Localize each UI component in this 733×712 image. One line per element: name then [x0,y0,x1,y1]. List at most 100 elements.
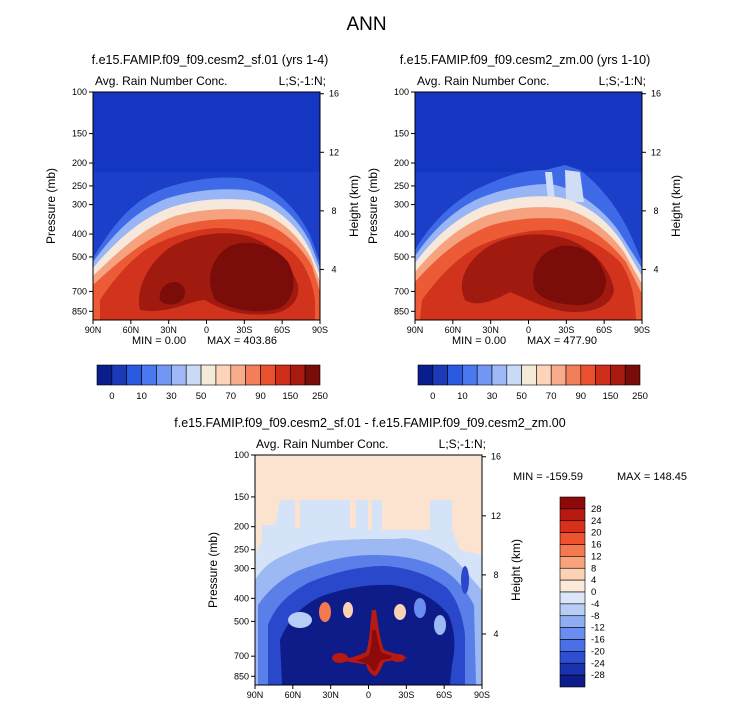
y-tick-label-left: 100 [72,87,87,97]
y-tick-label-difference: 700 [234,651,249,661]
y-tick-label-right: 500 [394,252,409,262]
variable-title-right: Avg. Rain Number Conc. [417,74,550,88]
colorbar-swatch-right [432,364,448,386]
figure-title: ANN [346,14,387,35]
colorbar-swatch-left [304,364,321,386]
field-right [415,92,642,320]
colorbar-right: 0 10 30 50 70 90 150 250 [417,364,648,402]
colorbar-swatch-difference [559,674,586,688]
y2-tick-label-left: 16 [329,89,339,99]
colorbar-label-difference: -12 [591,623,605,634]
colorbar-label-difference: 28 [591,504,602,515]
colorbar-swatch-difference [559,639,586,652]
y2-tick-label-difference: 16 [491,452,501,462]
x-tick-label-right: 0 [526,325,531,335]
colorbar-swatch-right [595,364,611,386]
colorbar-label-right: 0 [430,391,435,402]
colorbar-swatch-right [417,364,434,386]
axes-right: 90N 60N 30N 0 30S 60S 90S 100 150 200 250 300 400 500… [366,87,683,335]
colorbar-swatch-left [260,364,276,386]
colorbar-left: 0 10 30 50 70 90 150 250 [96,364,328,402]
colorbar-swatch-difference [559,520,586,533]
colorbar-label-right: 50 [516,391,527,402]
colorbar-label-difference: -24 [591,658,605,669]
x-tick-label-right: 30N [482,325,499,335]
colorbar-swatch-difference [559,615,586,628]
x-tick-label-right: 90S [634,325,650,335]
colorbar-swatch-left [215,364,232,386]
colorbar-label-difference: 12 [591,551,602,562]
field-difference [255,455,482,685]
y-tick-label-right: 700 [394,286,409,296]
y2-axis-label-left: Height (km) [347,175,361,237]
y-tick-label-left: 200 [72,158,87,168]
y2-tick-label-right: 16 [651,89,661,99]
x-tick-label-difference: 0 [366,690,371,700]
panel-title-left: f.e15.FAMIP.f09_f09.cesm2_sf.01 (yrs 1-4… [91,53,329,67]
y-tick-label-left: 400 [72,229,87,239]
y-tick-label-difference: 250 [234,545,249,555]
y-tick-label-right: 300 [394,200,409,210]
colorbar-label-difference: 4 [591,575,596,586]
min-label-right: MIN = 0.00 [452,335,507,347]
colorbar-label-right: 30 [487,391,498,402]
colorbar-swatch-difference [559,603,586,617]
x-tick-label-left: 0 [204,325,209,335]
colorbar-label-left: 0 [109,391,114,402]
y-tick-label-right: 200 [394,158,409,168]
y2-axis-label-right: Height (km) [669,175,683,237]
colorbar-swatch-left [111,364,128,386]
location-label-left: L;S;-1:N; [278,74,326,88]
max-label-difference: MAX = 148.45 [617,471,688,483]
colorbar-swatch-difference [559,591,586,605]
y2-tick-label-left: 12 [329,147,339,157]
colorbar-swatch-left [275,364,291,386]
y-tick-label-difference: 300 [234,564,249,574]
colorbar-swatch-difference [559,508,586,522]
min-label-left: MIN = 0.00 [132,335,187,347]
colorbar-swatch-left [156,364,172,386]
y-tick-label-difference: 500 [234,616,249,626]
axes-difference: 90N 60N 30N 0 30S 60S 90S 100 150 200 250 300 400 500… [206,450,523,700]
min-label-difference: MIN = -159.59 [513,471,584,483]
axes-left: 90N 60N 30N 0 30S 60S 90S 100 150 200 250 300 400 500… [44,87,361,335]
colorbar-swatch-difference [559,627,586,640]
x-tick-label-difference: 90N [247,690,264,700]
colorbar-label-left: 150 [282,391,298,402]
y-tick-label-left: 500 [72,252,87,262]
colorbar-label-difference: -28 [591,670,605,681]
x-tick-label-right: 60N [445,325,462,335]
colorbar-swatch-right [447,364,463,386]
colorbar-label-left: 70 [226,391,237,402]
y-tick-label-right: 150 [394,129,409,139]
colorbar-label-right: 90 [576,391,587,402]
y-tick-label-right: 250 [394,181,409,191]
location-label-right: L;S;-1:N; [598,74,646,88]
colorbar-label-difference: 20 [591,528,602,539]
x-tick-label-left: 30S [236,325,252,335]
colorbar-swatch-left [289,364,306,386]
y-tick-label-left: 250 [72,181,87,191]
colorbar-swatch-difference [559,651,586,664]
colorbar-label-left: 50 [196,391,207,402]
x-tick-label-difference: 60S [436,690,452,700]
colorbar-label-difference: -20 [591,646,605,657]
y2-tick-label-right: 12 [651,147,661,157]
colorbar-swatch-left [200,364,217,386]
y-axis-label-difference: Pressure (mb) [206,532,220,608]
colorbar-swatch-right [550,364,567,386]
colorbar-swatch-difference [559,496,586,510]
x-tick-label-left: 90N [85,325,102,335]
colorbar-label-left: 30 [166,391,177,402]
colorbar-swatch-right [580,364,596,386]
colorbar-swatch-difference [559,579,586,593]
colorbar-swatch-right [462,364,478,386]
colorbar-swatch-left [126,364,142,386]
colorbar-label-difference: 16 [591,540,602,551]
colorbar-swatch-right [491,364,508,386]
colorbar-swatch-right [565,364,582,386]
max-label-left: MAX = 403.86 [207,335,278,347]
colorbar-label-difference: -8 [591,611,599,622]
colorbar-swatch-right [536,364,552,386]
